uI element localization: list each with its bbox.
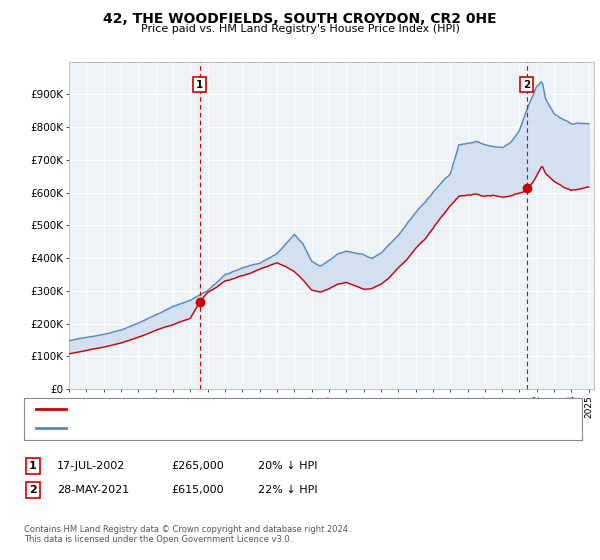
Text: 22% ↓ HPI: 22% ↓ HPI (258, 485, 317, 495)
Text: 2: 2 (523, 80, 530, 90)
Text: 1: 1 (196, 80, 203, 90)
Text: 20% ↓ HPI: 20% ↓ HPI (258, 461, 317, 471)
Text: 28-MAY-2021: 28-MAY-2021 (57, 485, 129, 495)
Text: £615,000: £615,000 (171, 485, 224, 495)
Text: 2: 2 (29, 485, 37, 495)
Text: 42, THE WOODFIELDS, SOUTH CROYDON, CR2 0HE (detached house): 42, THE WOODFIELDS, SOUTH CROYDON, CR2 0… (72, 404, 416, 414)
Text: Contains HM Land Registry data © Crown copyright and database right 2024.
This d: Contains HM Land Registry data © Crown c… (24, 525, 350, 544)
Text: HPI: Average price, detached house, Croydon: HPI: Average price, detached house, Croy… (72, 423, 298, 433)
Text: 42, THE WOODFIELDS, SOUTH CROYDON, CR2 0HE: 42, THE WOODFIELDS, SOUTH CROYDON, CR2 0… (103, 12, 497, 26)
Text: 1: 1 (29, 461, 37, 471)
Text: £265,000: £265,000 (171, 461, 224, 471)
Text: Price paid vs. HM Land Registry's House Price Index (HPI): Price paid vs. HM Land Registry's House … (140, 24, 460, 34)
Text: 17-JUL-2002: 17-JUL-2002 (57, 461, 125, 471)
